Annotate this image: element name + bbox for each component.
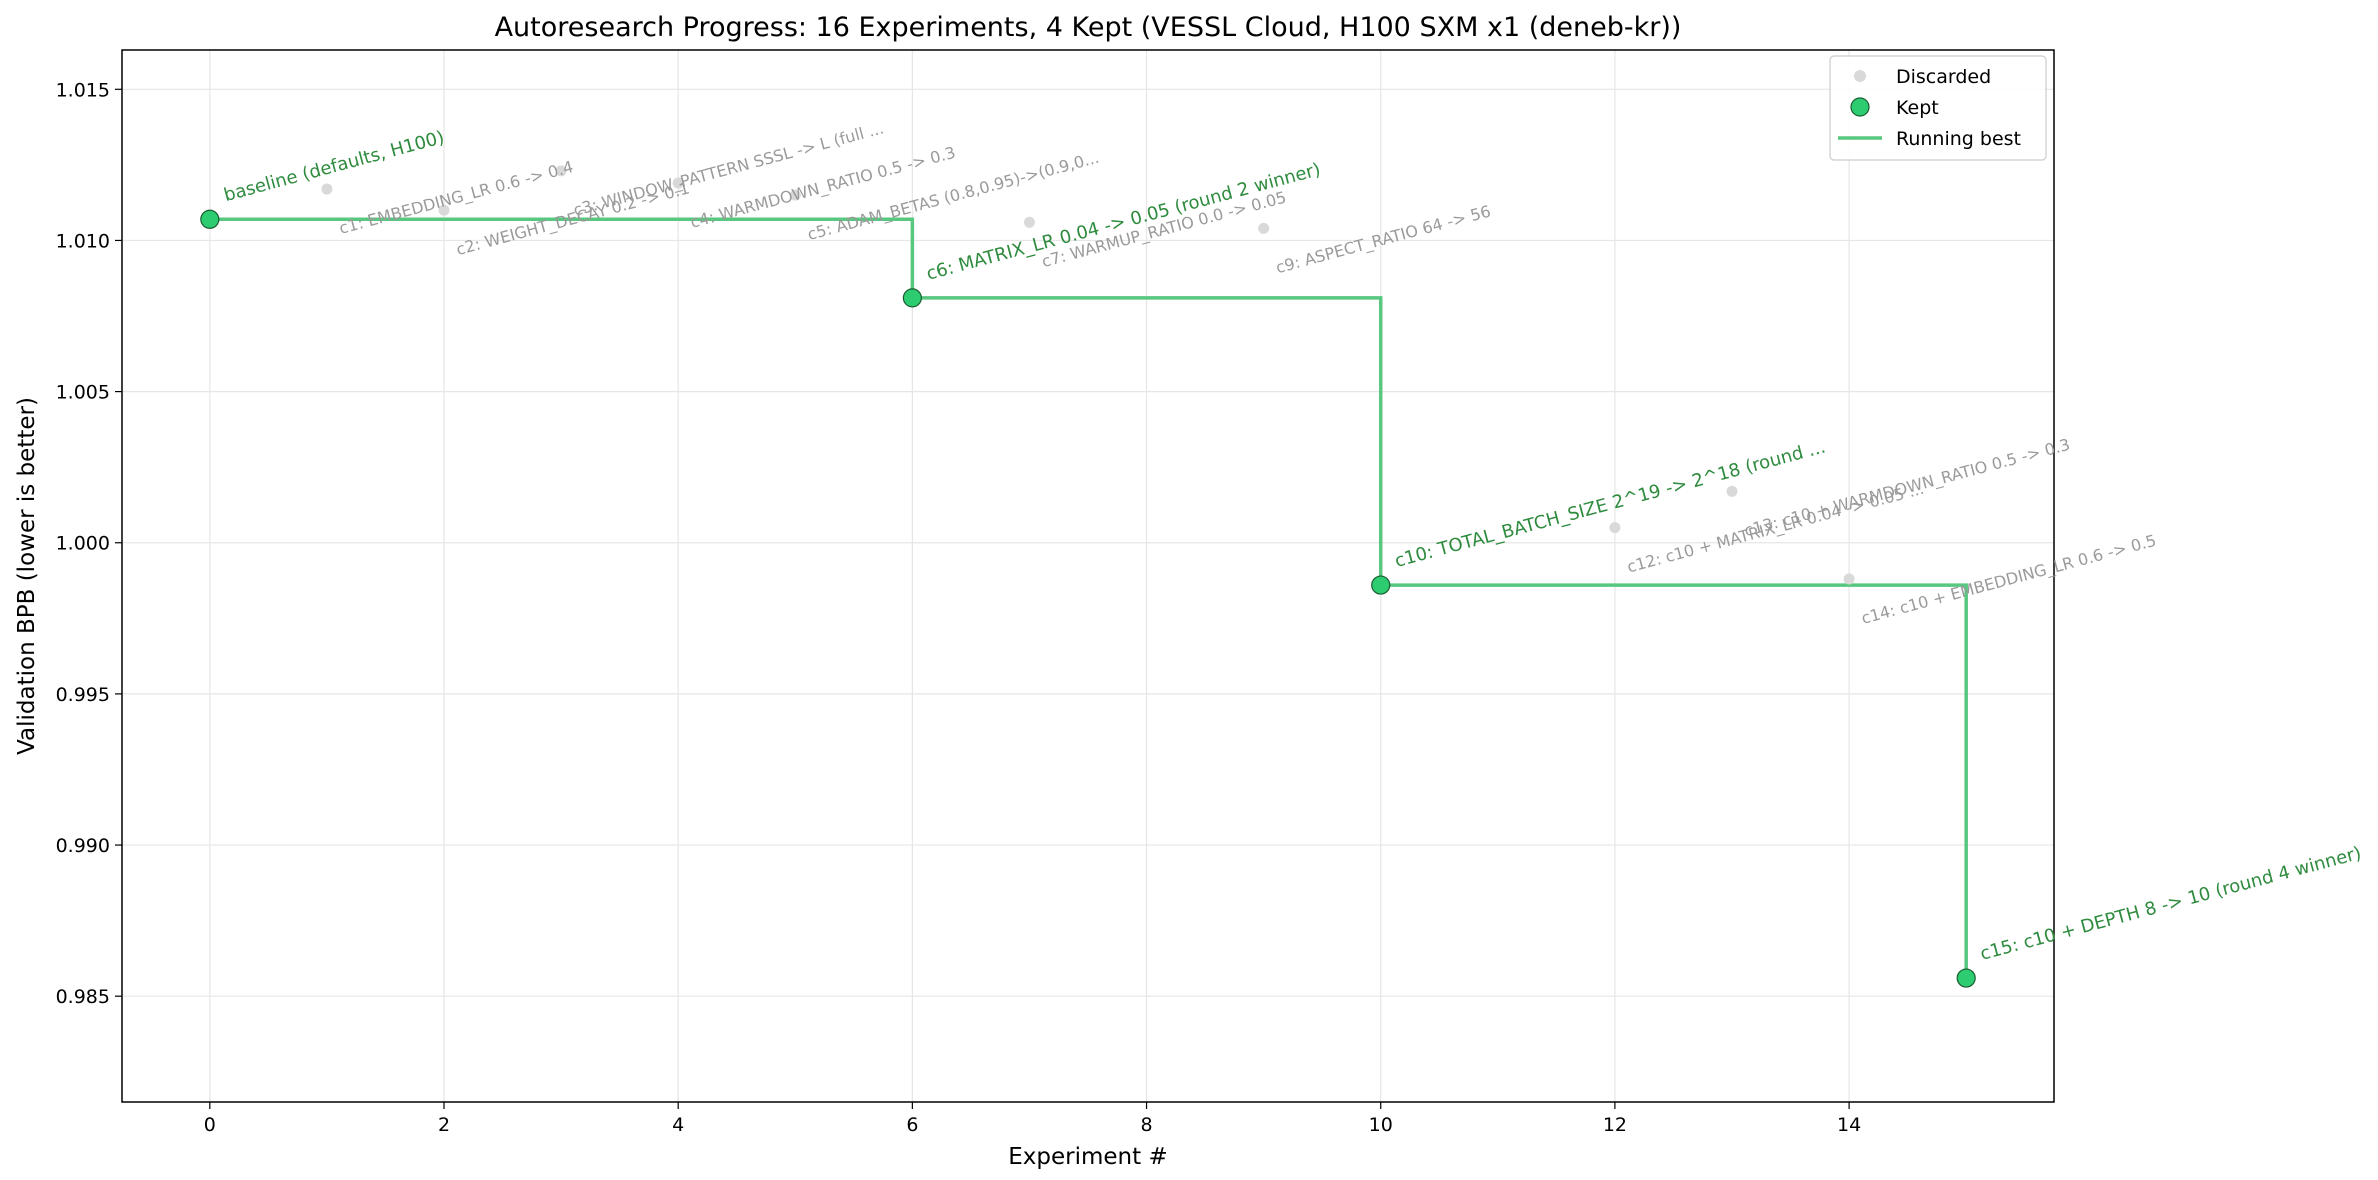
x-axis-title: Experiment #: [1008, 1144, 1167, 1170]
x-tick-label: 6: [906, 1114, 918, 1136]
kept-point: [200, 209, 220, 229]
kept-point: [902, 288, 922, 308]
y-axis-title: Validation BPB (lower is better): [14, 397, 40, 755]
discarded-point: [1843, 573, 1855, 585]
y-tick-label: 1.010: [56, 230, 110, 252]
discarded-point: [1726, 485, 1738, 497]
discarded-point: [789, 189, 801, 201]
ticks-layer: 0 2 4 6 8 10 12 14 0.985 0.990 0.995 1.000 1.005 1.01…: [56, 79, 1862, 1136]
kept-point-label: c15: c10 + DEPTH 8 -> 10 (round 4 winner…: [1978, 843, 2364, 965]
y-tick-label: 0.990: [56, 835, 110, 857]
annotations-layer: c1: EMBEDDING_LR 0.6 -> 0.4c2: WEIGHT_DE…: [222, 118, 2364, 964]
plot-frame: [121, 49, 2055, 1103]
discarded-points-layer: [321, 165, 1855, 585]
x-tick-label: 12: [1603, 1114, 1627, 1136]
legend-running-best-label: Running best: [1896, 128, 2021, 150]
y-tick-label: 0.995: [56, 684, 110, 706]
discarded-point: [555, 165, 567, 177]
x-tick-label: 8: [1140, 1114, 1152, 1136]
discarded-point: [321, 183, 333, 195]
discarded-point: [1609, 522, 1621, 534]
kept-points-layer: [200, 209, 1976, 988]
legend-box: [1829, 55, 2047, 161]
y-tick-label: 1.005: [56, 382, 110, 404]
chart-title: Autoresearch Progress: 16 Experiments, 4…: [495, 12, 1682, 43]
legend: Discarded Kept Running best: [1829, 55, 2047, 161]
x-tick-label: 0: [204, 1114, 216, 1136]
y-tick-label: 1.000: [56, 533, 110, 555]
running-best-layer: [209, 217, 1968, 979]
x-tick-label: 10: [1369, 1114, 1393, 1136]
legend-discarded-label: Discarded: [1896, 66, 1991, 88]
discarded-point: [1023, 216, 1035, 228]
legend-kept-label: Kept: [1896, 97, 1939, 119]
legend-kept-marker: [1850, 97, 1870, 117]
kept-point-label: c10: TOTAL_BATCH_SIZE 2^19 -> 2^18 (roun…: [1393, 436, 1828, 571]
kept-point: [1956, 968, 1976, 988]
x-tick-label: 2: [438, 1114, 450, 1136]
discarded-point: [438, 204, 450, 216]
kept-point-label: baseline (defaults, H100): [222, 127, 447, 206]
discarded-point: [672, 177, 684, 189]
discarded-point-label: c14: c10 + EMBEDDING_LR 0.6 -> 0.5: [1859, 531, 2158, 629]
discarded-point-label: c9: ASPECT_RATIO 64 -> 56: [1274, 201, 1493, 278]
x-tick-label: 14: [1837, 1114, 1861, 1136]
running-best-line: [209, 217, 1968, 979]
legend-discarded-marker: [1854, 70, 1866, 82]
kept-point: [1371, 575, 1391, 595]
x-tick-label: 4: [672, 1114, 684, 1136]
y-tick-label: 0.985: [56, 986, 110, 1008]
discarded-point: [1258, 222, 1270, 234]
y-tick-label: 1.015: [56, 79, 110, 101]
